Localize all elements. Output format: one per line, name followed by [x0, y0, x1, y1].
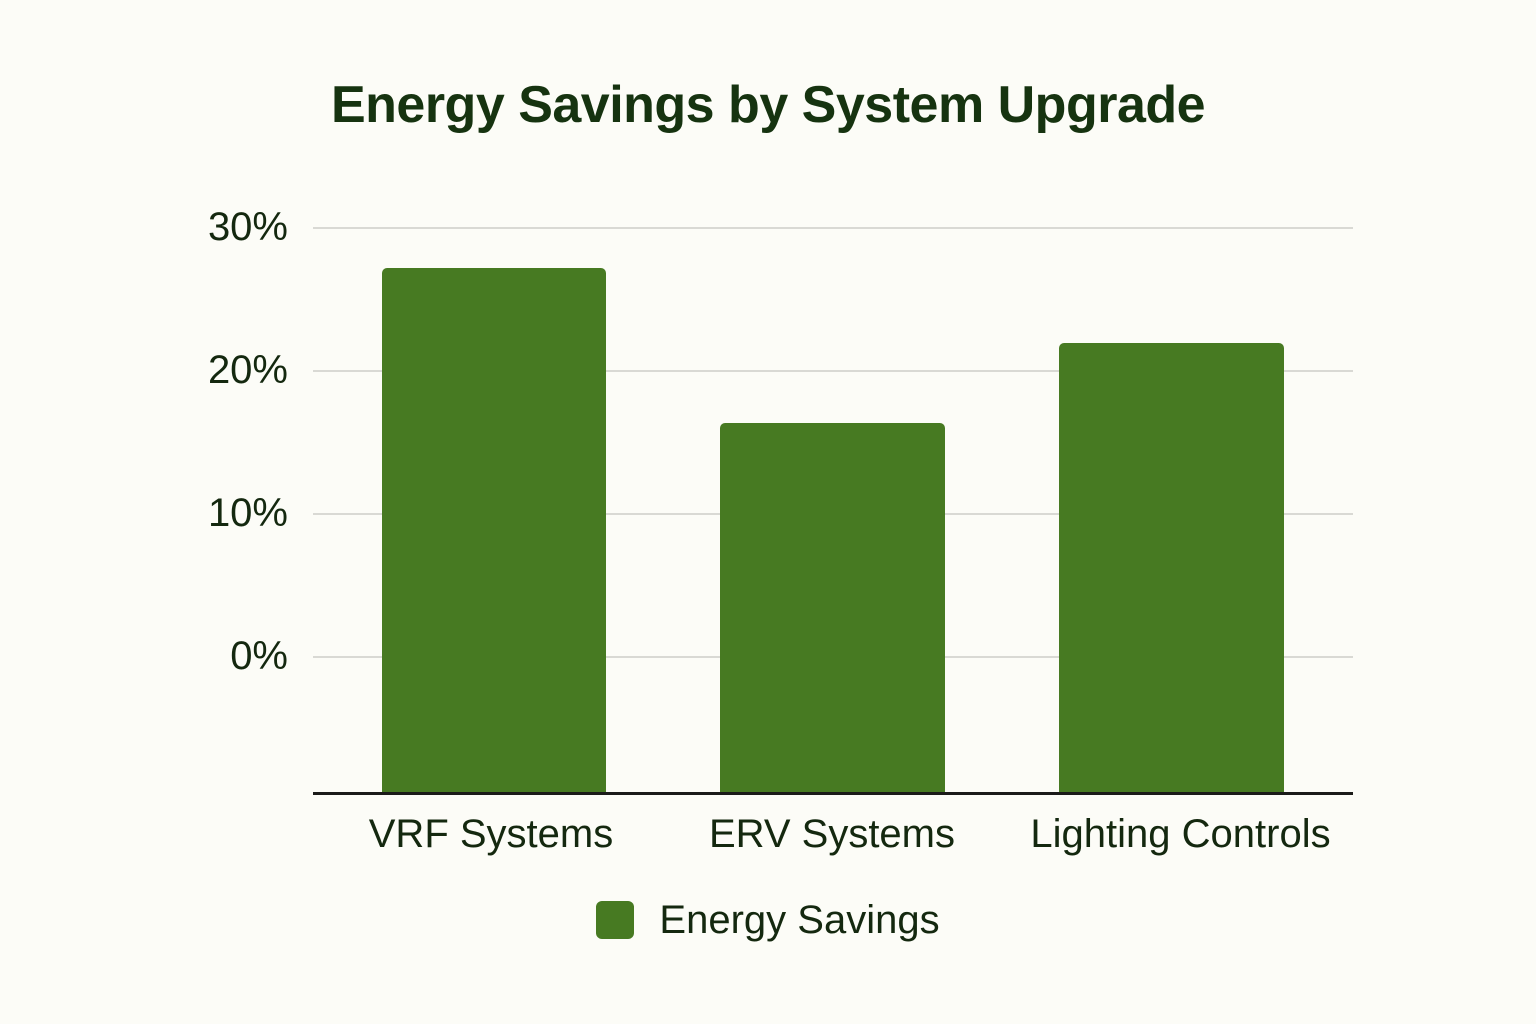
- y-tick-label-10: 10%: [207, 491, 288, 535]
- legend-item-energy-savings[interactable]: Energy Savings: [596, 898, 940, 942]
- x-axis-line: [313, 792, 1353, 795]
- bar-vrf-systems: [382, 268, 606, 793]
- x-tick-label-vrf-systems: VRF Systems: [368, 812, 614, 856]
- y-tick-label-30: 30%: [207, 205, 288, 249]
- y-tick-label-0: 0%: [230, 634, 288, 678]
- chart-legend: Energy Savings: [0, 900, 1536, 940]
- gridline-20: [313, 370, 1353, 372]
- x-tick-label-erv-systems: ERV Systems: [709, 812, 955, 856]
- legend-swatch-icon: [596, 901, 635, 939]
- bar-erv-systems: [720, 422, 945, 793]
- gridline-30: [313, 227, 1353, 229]
- x-tick-label-lighting-controls: Lighting Controls: [1030, 812, 1331, 856]
- plot-area: [313, 227, 1353, 793]
- y-tick-label-20: 20%: [207, 348, 288, 392]
- bar-lighting-controls: [1059, 342, 1284, 793]
- chart-title: Energy Savings by System Upgrade: [330, 76, 1206, 134]
- legend-item-label: Energy Savings: [659, 898, 940, 942]
